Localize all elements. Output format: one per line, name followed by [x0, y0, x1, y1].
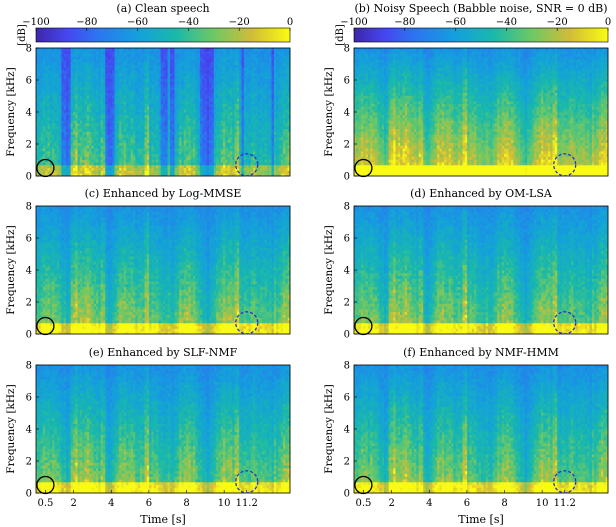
x-tick-label: 11.2 — [554, 498, 576, 509]
dashed-marker-circle — [553, 153, 577, 177]
y-tick-label: 4 — [344, 425, 350, 436]
x-tick-label: 10 — [218, 498, 231, 509]
chart-title: (c) Enhanced by Log-MMSE — [85, 187, 242, 200]
y-tick-label: 6 — [344, 76, 350, 87]
dashed-marker-circle — [235, 153, 259, 177]
colorbar-tick-label: −100 — [340, 17, 367, 28]
x-tick-label: 4 — [108, 498, 114, 509]
y-tick-label: 8 — [26, 44, 32, 55]
y-tick-label: 8 — [344, 361, 350, 372]
chart-title: (d) Enhanced by OM-LSA — [410, 187, 553, 200]
colorbar-tick-label: −40 — [496, 17, 517, 28]
spectrogram-image — [354, 365, 609, 494]
y-tick-label: 2 — [344, 457, 350, 468]
colorbar — [353, 27, 609, 43]
chart-panel-b: (b) Noisy Speech (Babble noise, SNR = 0 … — [323, 2, 611, 183]
colorbar-tick-label: −40 — [178, 17, 199, 28]
y-tick-label: 0 — [344, 330, 350, 341]
y-tick-label: 2 — [26, 457, 32, 468]
spectrogram-image — [36, 206, 291, 335]
y-tick-label: 4 — [26, 266, 32, 277]
spectrogram-image — [354, 206, 609, 335]
chart-title: (e) Enhanced by SLF-NMF — [89, 346, 238, 359]
colorbar-tick-label: −20 — [229, 17, 250, 28]
y-axis-label: Frequency [kHz] — [5, 384, 17, 473]
solid-marker-circle — [354, 475, 373, 495]
y-tick-label: 0 — [26, 330, 32, 341]
y-tick-label: 2 — [26, 298, 32, 309]
solid-marker-circle — [36, 475, 55, 495]
colorbar-tick-label: −60 — [127, 17, 148, 28]
y-axis-label: Frequency [kHz] — [5, 225, 17, 314]
colorbar-tick-label: −20 — [547, 17, 568, 28]
colorbar-label: [dB] — [335, 24, 346, 46]
y-tick-label: 4 — [344, 266, 350, 277]
spectrogram-image — [36, 365, 291, 494]
dashed-marker-circle — [235, 311, 259, 335]
dashed-marker-circle — [553, 470, 577, 494]
y-tick-label: 4 — [26, 425, 32, 436]
y-axis-label: Frequency [kHz] — [323, 225, 335, 314]
x-tick-label: 0.5 — [355, 498, 371, 509]
x-tick-label: 10 — [536, 498, 549, 509]
solid-marker-circle — [36, 316, 55, 336]
x-tick-label: 8 — [501, 498, 507, 509]
solid-marker-circle — [354, 158, 373, 178]
chart-panel-f: (f) Enhanced by NMF-HMM 0 2 4 6 8 Frequency [k… — [323, 346, 609, 526]
y-tick-label: 6 — [26, 234, 32, 245]
dashed-marker-circle — [235, 470, 259, 494]
y-tick-label: 2 — [344, 140, 350, 151]
x-tick-label: 2 — [388, 498, 394, 509]
colorbar-tick-label: −60 — [445, 17, 466, 28]
y-tick-label: 6 — [344, 393, 350, 404]
y-tick-label: 0 — [26, 489, 32, 500]
x-tick-label: 0.5 — [37, 498, 53, 509]
x-tick-label: 6 — [146, 498, 152, 509]
y-tick-label: 2 — [26, 140, 32, 151]
y-axis-label: Frequency [kHz] — [5, 67, 17, 156]
y-tick-label: 8 — [26, 202, 32, 213]
y-tick-label: 0 — [26, 172, 32, 183]
colorbar-tick-label: −80 — [76, 17, 97, 28]
chart-title: (f) Enhanced by NMF-HMM — [403, 346, 559, 359]
y-tick-label: 4 — [26, 108, 32, 119]
colorbar-tick-label: 0 — [287, 17, 293, 28]
chart-title: (a) Clean speech — [116, 2, 209, 15]
x-axis-label: Time [s] — [458, 513, 504, 526]
solid-marker-circle — [36, 158, 55, 178]
chart-panel-a: (a) Clean speech −100 −80 −60 −40 −20 0 [dB] 0 2 4… — [5, 2, 293, 183]
colorbar-tick-label: −100 — [22, 17, 49, 28]
x-tick-label: 4 — [426, 498, 432, 509]
y-tick-label: 6 — [26, 76, 32, 87]
y-tick-label: 4 — [344, 108, 350, 119]
spectrogram-image — [354, 48, 609, 177]
chart-panel-c: (c) Enhanced by Log-MMSE 0 2 4 6 8 Frequency [… — [5, 187, 291, 341]
chart-title: (b) Noisy Speech (Babble noise, SNR = 0 … — [354, 2, 607, 15]
y-tick-label: 0 — [344, 172, 350, 183]
x-axis-label: Time [s] — [140, 513, 186, 526]
y-tick-label: 8 — [344, 202, 350, 213]
y-tick-label: 2 — [344, 298, 350, 309]
x-tick-label: 6 — [464, 498, 470, 509]
solid-marker-circle — [354, 316, 373, 336]
y-tick-label: 6 — [344, 234, 350, 245]
y-tick-label: 0 — [344, 489, 350, 500]
chart-panel-d: (d) Enhanced by OM-LSA 0 2 4 6 8 Frequency [kH… — [323, 187, 609, 341]
x-tick-label: 11.2 — [236, 498, 258, 509]
colorbar — [35, 27, 291, 43]
spectrogram-image — [36, 48, 291, 177]
x-tick-label: 2 — [70, 498, 76, 509]
chart-panel-e: (e) Enhanced by SLF-NMF 0 2 4 6 8 Frequency [k… — [5, 346, 291, 526]
y-axis-label: Frequency [kHz] — [323, 67, 335, 156]
y-tick-label: 6 — [26, 393, 32, 404]
colorbar-tick-label: 0 — [605, 17, 611, 28]
colorbar-tick-label: −80 — [394, 17, 415, 28]
dashed-marker-circle — [553, 311, 577, 335]
x-tick-label: 8 — [183, 498, 189, 509]
y-tick-label: 8 — [344, 44, 350, 55]
y-tick-label: 8 — [26, 361, 32, 372]
colorbar-label: [dB] — [17, 24, 28, 46]
y-axis-label: Frequency [kHz] — [323, 384, 335, 473]
